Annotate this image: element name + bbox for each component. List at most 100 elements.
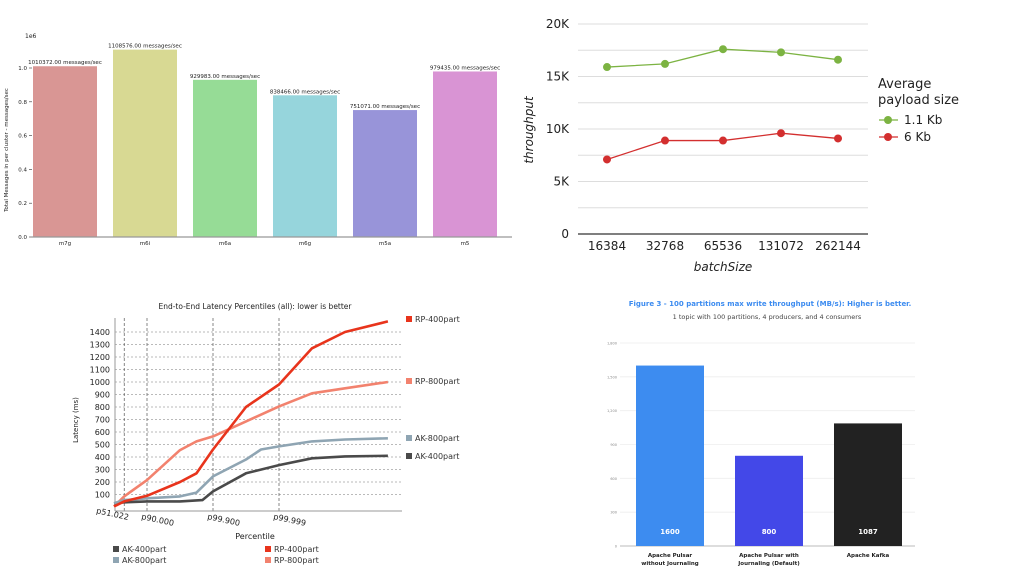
data-point	[719, 136, 727, 145]
y-tick-label: 600	[95, 428, 110, 437]
y-tick-label: 0.6	[18, 134, 27, 140]
end-label: AK-400part	[415, 452, 459, 461]
y-tick-label: 600	[610, 477, 617, 481]
legend-label: RP-400part	[274, 545, 319, 554]
y-tick-label: 0	[615, 545, 617, 549]
x-tick-label: 262144	[815, 239, 861, 253]
end-label-marker	[406, 316, 412, 322]
end-label-marker	[406, 378, 412, 384]
legend-marker	[265, 546, 271, 552]
data-label: 929983.00 messages/sec	[190, 74, 260, 80]
bar-m6i	[113, 49, 177, 237]
data-point	[661, 59, 669, 68]
series-line-AK-400part	[113, 454, 388, 505]
data-label: 1087	[858, 528, 878, 536]
y-tick-label: 1000	[90, 378, 110, 387]
x-tick-label: p99.900	[207, 512, 241, 528]
x-axis-label: batchSize	[694, 260, 753, 274]
data-label: 838466.00 messages/sec	[270, 89, 340, 95]
latency-percentiles-line-chart: 100 200 300 400 500 600 700 800 900 1000 1100 1200 1…	[72, 302, 460, 565]
legend-title: Average	[878, 77, 931, 92]
y-tick-label: 900	[610, 443, 617, 447]
bar-m5a	[353, 110, 417, 237]
chart-subtitle: 1 topic with 100 partitions, 4 producers…	[673, 313, 862, 321]
data-label: 800	[762, 528, 777, 536]
y-axis-label: Total Messages in per cluster - messages…	[4, 88, 10, 213]
end-label: RP-800part	[415, 377, 460, 386]
data-point	[834, 55, 842, 64]
x-tick-label: Apache Pulsar	[648, 553, 693, 559]
y-axis-label: Latency (ms)	[72, 397, 80, 443]
x-tick-label: without Journaling	[641, 561, 699, 567]
legend-marker	[113, 557, 119, 563]
series-line-RP-800part	[113, 380, 389, 508]
y-tick-label: 15K	[546, 70, 570, 84]
legend-marker	[884, 116, 892, 124]
legend-marker	[113, 546, 119, 552]
x-tick-label: p90.000	[141, 512, 175, 528]
y-tick-label: 1.0	[18, 66, 27, 72]
y-tick-label: 5K	[553, 175, 570, 189]
bar	[735, 455, 803, 546]
instance-messages-bar-chart: 1e6 Total Messages in per cluster - messa…	[4, 33, 512, 247]
data-point	[834, 134, 842, 143]
bar	[834, 423, 902, 546]
y-tick-label: 1,200	[607, 409, 617, 413]
legend-label: 6 Kb	[904, 130, 931, 144]
y-tick-label: 100	[95, 491, 110, 500]
bar-m6a	[193, 79, 257, 237]
y-tick-label: 300	[610, 511, 617, 515]
legend-marker	[265, 557, 271, 563]
data-point	[661, 136, 669, 145]
bar-m7g	[33, 66, 97, 237]
x-tick-label: Apache Kafka	[847, 553, 890, 559]
chart-title: End-to-End Latency Percentiles (all): lo…	[158, 302, 352, 311]
y-tick-label: 1300	[90, 341, 110, 350]
partition-throughput-bar-chart: 0 300 600 900 1,200 1,500 1,800 Figure 3 - 100 …	[607, 300, 915, 567]
data-point	[603, 155, 611, 164]
x-tick-label: m5	[461, 241, 470, 247]
y-tick-label: 1,500	[607, 375, 617, 379]
x-tick-label: p99.999	[273, 512, 307, 528]
end-label-marker	[406, 435, 412, 441]
series-line-AK-800part	[113, 437, 388, 505]
data-label: 979435.00 messages/sec	[430, 65, 500, 71]
data-label: 1600	[660, 528, 680, 536]
data-label: 751071.00 messages/sec	[350, 104, 420, 110]
x-tick-label: Apache Pulsar with	[739, 553, 799, 559]
data-point	[777, 48, 785, 57]
y-tick-label: 200	[95, 478, 110, 487]
legend-marker	[884, 133, 892, 141]
y-tick-label: 1400	[90, 328, 110, 337]
legend-label: AK-400part	[122, 545, 166, 554]
data-point	[603, 63, 611, 72]
x-axis-label: Percentile	[235, 532, 275, 541]
y-tick-label: 300	[95, 466, 110, 475]
data-point	[719, 45, 727, 54]
bar-m6g	[273, 95, 337, 237]
data-label: 1010372.00 messages/sec	[28, 60, 102, 66]
y-tick-label: 0.0	[18, 235, 27, 241]
y-tick-label: 900	[95, 391, 110, 400]
y-tick-label: 500	[95, 441, 110, 450]
legend-label: AK-800part	[122, 556, 166, 565]
y-tick-label: 20K	[546, 17, 570, 31]
y-tick-label: 800	[95, 403, 110, 412]
legend-label: 1.1 Kb	[904, 113, 942, 127]
y-axis-label: throughput	[522, 95, 536, 164]
y-tick-label: 0.8	[18, 100, 27, 106]
end-label: RP-400part	[415, 315, 460, 324]
y-tick-label: 1100	[90, 366, 110, 375]
y-tick-label: 0.4	[18, 167, 27, 173]
legend-label: RP-800part	[274, 556, 319, 565]
x-tick-label: 65536	[704, 239, 742, 253]
y-tick-label: 400	[95, 453, 110, 462]
x-tick-label: 32768	[646, 239, 684, 253]
y-tick-label: 1200	[90, 353, 110, 362]
data-point	[777, 129, 785, 138]
x-tick-label: Journaling (Default)	[737, 561, 800, 567]
y-tick-label: 10K	[546, 122, 570, 136]
x-tick-label: m7g	[59, 241, 71, 247]
x-tick-label: 16384	[588, 239, 626, 253]
end-label: AK-800part	[415, 434, 459, 443]
